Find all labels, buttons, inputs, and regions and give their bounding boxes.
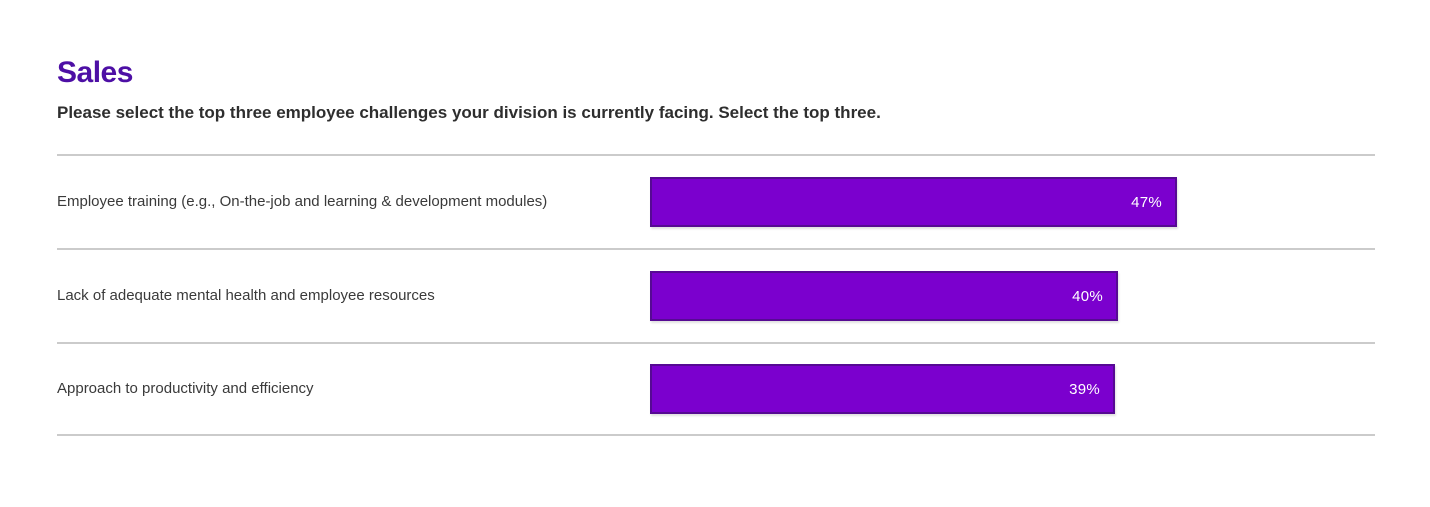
chart-row: Lack of adequate mental health and emplo… (57, 248, 1375, 342)
bar: 47% (650, 177, 1177, 227)
row-label: Approach to productivity and efficiency (57, 380, 314, 397)
bar-track: 40% (650, 271, 1375, 321)
bar-value-label: 47% (1131, 193, 1162, 211)
bar-value-label: 39% (1069, 380, 1100, 398)
bar-track: 47% (650, 177, 1375, 227)
chart-row: Employee training (e.g., On-the-job and … (57, 154, 1375, 248)
bar-track: 39% (650, 364, 1375, 414)
bar: 39% (650, 364, 1115, 414)
row-label: Lack of adequate mental health and emplo… (57, 287, 435, 304)
survey-chart-section: Sales Please select the top three employ… (57, 55, 1375, 436)
page-title: Sales (57, 56, 133, 89)
survey-question: Please select the top three employee cha… (57, 103, 881, 122)
chart-row: Approach to productivity and efficiency … (57, 342, 1375, 436)
bar-chart: Employee training (e.g., On-the-job and … (57, 154, 1375, 436)
row-label: Employee training (e.g., On-the-job and … (57, 193, 548, 210)
bar-value-label: 40% (1072, 287, 1103, 305)
bar: 40% (650, 271, 1118, 321)
